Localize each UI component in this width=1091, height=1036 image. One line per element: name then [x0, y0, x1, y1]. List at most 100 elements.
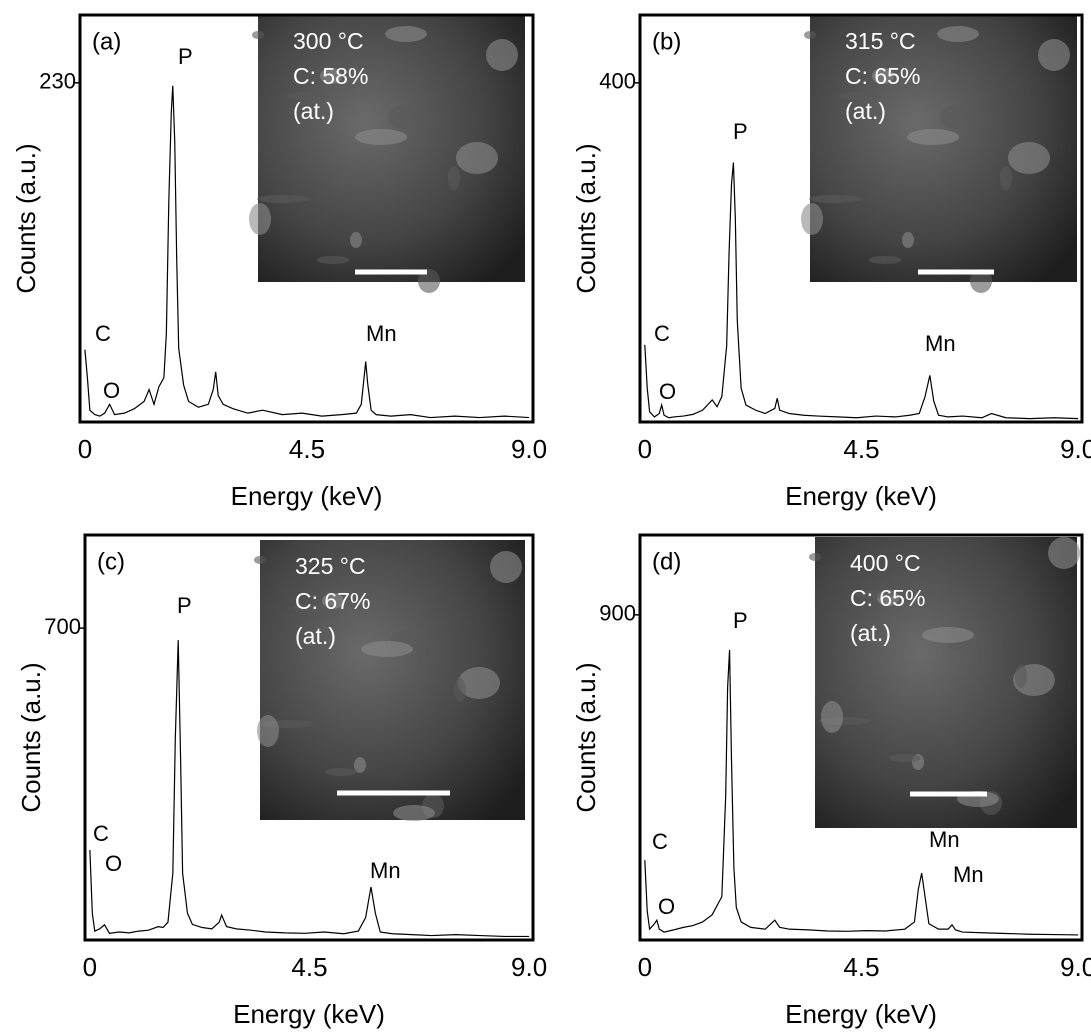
sem-particle — [458, 667, 500, 699]
peak-label: Mn — [953, 862, 984, 887]
sem-particle — [801, 203, 823, 235]
sem-particle — [350, 232, 362, 248]
peak-label: O — [103, 378, 120, 403]
sem-particle — [970, 269, 992, 293]
sem-particle — [854, 590, 896, 598]
x-tick-label: 4.5 — [843, 434, 879, 464]
spectrum-line — [89, 640, 530, 938]
peak-label: C — [95, 321, 111, 346]
inset-text: 400 °C — [850, 550, 921, 576]
sem-inset — [254, 540, 525, 821]
inset-text: C: 58% — [293, 63, 368, 89]
y-tick-label: 700 — [44, 614, 81, 639]
x-axis-label: Energy (keV) — [785, 481, 937, 511]
sem-particle — [937, 26, 979, 42]
plot-frame — [638, 533, 1084, 942]
sem-particle — [393, 805, 435, 821]
sem-particle — [1038, 39, 1070, 71]
sem-particle — [839, 92, 881, 100]
panel-label: (b) — [652, 28, 681, 55]
y-tick-label: 230 — [39, 69, 76, 94]
inset-text: (at.) — [845, 98, 886, 124]
sem-particle — [889, 754, 921, 762]
sem-inset — [801, 15, 1077, 293]
peak-label: Mn — [366, 321, 397, 346]
sem-particle — [361, 641, 413, 657]
plot-frame — [638, 13, 1084, 424]
x-axis-label: Energy (keV) — [231, 481, 383, 511]
inset-text: 315 °C — [845, 28, 916, 54]
sem-particle — [821, 701, 843, 733]
x-tick-label: 4.5 — [289, 434, 325, 464]
sem-particle — [907, 129, 959, 145]
sem-particle — [902, 232, 914, 248]
peak-label: Mn — [370, 858, 401, 883]
sem-particle — [448, 166, 460, 190]
inset-text: (at.) — [293, 98, 334, 124]
sem-particle — [249, 203, 271, 235]
x-tick-label: 9.0 — [511, 434, 547, 464]
sem-particle — [456, 142, 498, 174]
peak-label: Mn — [929, 827, 960, 852]
inset-text: 300 °C — [293, 28, 364, 54]
sem-particle — [869, 256, 901, 264]
x-tick-label: 9.0 — [1060, 952, 1091, 982]
inset-text: C: 65% — [845, 63, 920, 89]
sem-particle — [490, 551, 522, 583]
sem-particle — [354, 757, 366, 773]
peak-label: P — [177, 593, 192, 618]
x-tick-label: 0 — [78, 434, 92, 464]
y-tick-label: 400 — [599, 69, 636, 94]
sem-particle — [872, 68, 894, 84]
peak-label: Mn — [925, 331, 956, 356]
sem-particle — [809, 553, 821, 561]
x-tick-label: 0 — [83, 952, 97, 982]
sem-inset — [809, 537, 1080, 828]
x-tick-label: 0 — [638, 952, 652, 982]
y-tick-label: 900 — [599, 601, 636, 626]
x-tick-label: 0 — [638, 434, 652, 464]
inset-text: (at.) — [850, 620, 891, 646]
sem-particle — [804, 31, 816, 39]
sem-particle — [418, 269, 440, 293]
sem-particle — [940, 105, 972, 129]
inset-text: (at.) — [295, 623, 336, 649]
peak-label: O — [659, 379, 676, 404]
spectrum-line — [84, 85, 530, 419]
sem-particle — [287, 92, 329, 100]
spectrum-line — [644, 649, 1079, 936]
sem-particle — [254, 556, 266, 564]
sem-particle — [293, 604, 335, 612]
y-axis-label: Counts (a.u.) — [571, 662, 601, 812]
sem-particle — [252, 31, 264, 39]
sem-particle — [257, 715, 279, 747]
sem-particle — [809, 195, 861, 203]
sem-particle — [320, 68, 342, 84]
y-axis-label: Counts (a.u.) — [11, 143, 41, 293]
peak-label: C — [654, 321, 670, 346]
inset-text: C: 67% — [295, 588, 370, 614]
peak-label: O — [105, 851, 122, 876]
peak-label: P — [733, 119, 748, 144]
sem-particle — [388, 105, 420, 129]
x-tick-label: 9.0 — [1060, 434, 1091, 464]
sem-particle — [257, 195, 309, 203]
panel-label: (a) — [92, 28, 121, 55]
peak-label: P — [733, 608, 748, 633]
x-tick-label: 9.0 — [511, 952, 547, 982]
sem-particle — [454, 678, 466, 702]
sem-particle — [325, 768, 357, 776]
sem-particle — [1008, 142, 1050, 174]
sem-particle — [355, 129, 407, 145]
sem-particle — [1000, 166, 1012, 190]
sem-inset — [249, 15, 525, 293]
y-axis-label: Counts (a.u.) — [16, 662, 46, 812]
inset-text: C: 65% — [850, 585, 925, 611]
sem-particle — [922, 627, 974, 643]
x-tick-label: 4.5 — [843, 952, 879, 982]
sem-particle — [1015, 664, 1027, 688]
plot-frame — [83, 533, 535, 942]
sem-particle — [385, 26, 427, 42]
plot-frame — [78, 13, 535, 424]
